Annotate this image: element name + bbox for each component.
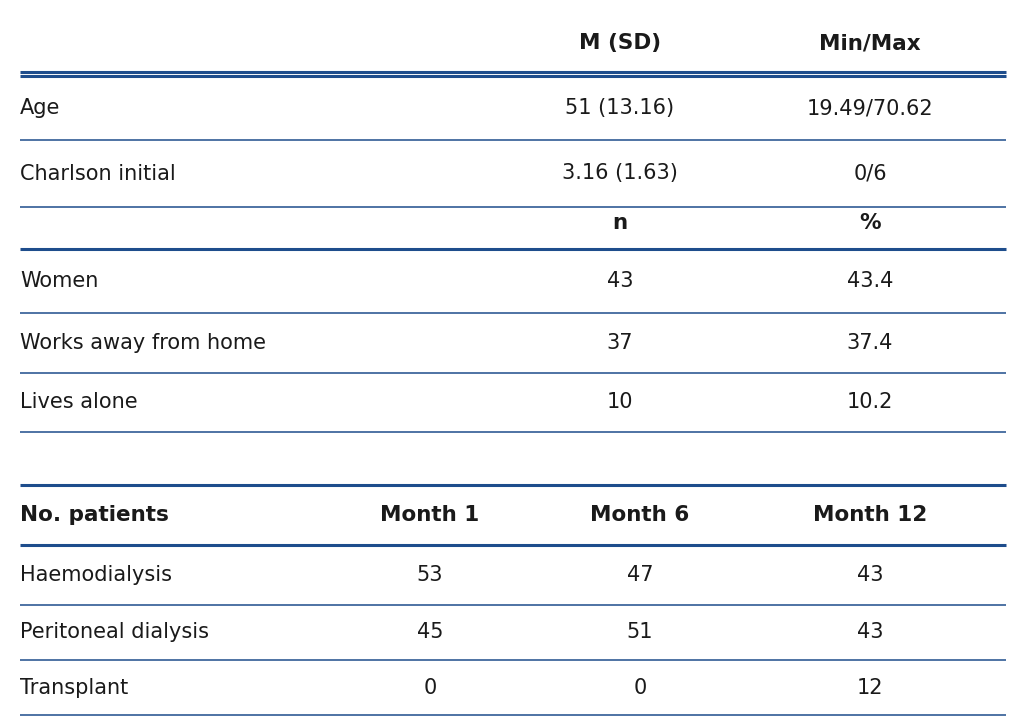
Text: n: n [612,213,628,233]
Text: 43: 43 [857,565,884,585]
Text: 19.49/70.62: 19.49/70.62 [807,98,933,118]
Text: Month 12: Month 12 [813,505,927,525]
Text: Month 1: Month 1 [380,505,479,525]
Text: 12: 12 [857,677,884,697]
Text: Works away from home: Works away from home [20,333,266,353]
Text: M (SD): M (SD) [579,34,662,53]
Text: Month 6: Month 6 [591,505,689,525]
Text: 43: 43 [857,623,884,643]
Text: Charlson initial: Charlson initial [20,163,176,183]
Text: 10: 10 [607,393,633,413]
Text: Transplant: Transplant [20,677,128,697]
Text: 37: 37 [607,333,633,353]
Text: 47: 47 [627,565,653,585]
Text: %: % [859,213,881,233]
Text: 45: 45 [417,623,443,643]
Text: No. patients: No. patients [20,505,169,525]
Text: 51 (13.16): 51 (13.16) [565,98,675,118]
Text: Women: Women [20,271,98,291]
Text: Lives alone: Lives alone [20,393,137,413]
Text: 43.4: 43.4 [847,271,893,291]
Text: 0: 0 [634,677,646,697]
Text: Peritoneal dialysis: Peritoneal dialysis [20,623,209,643]
Text: 3.16 (1.63): 3.16 (1.63) [562,163,678,183]
Text: 37.4: 37.4 [847,333,893,353]
Text: 0: 0 [423,677,436,697]
Text: Haemodialysis: Haemodialysis [20,565,172,585]
Text: 51: 51 [627,623,653,643]
Text: Min/Max: Min/Max [819,34,921,53]
Text: Age: Age [20,98,60,118]
Text: 53: 53 [417,565,443,585]
Text: 0/6: 0/6 [853,163,887,183]
Text: 43: 43 [607,271,633,291]
Text: 10.2: 10.2 [847,393,893,413]
